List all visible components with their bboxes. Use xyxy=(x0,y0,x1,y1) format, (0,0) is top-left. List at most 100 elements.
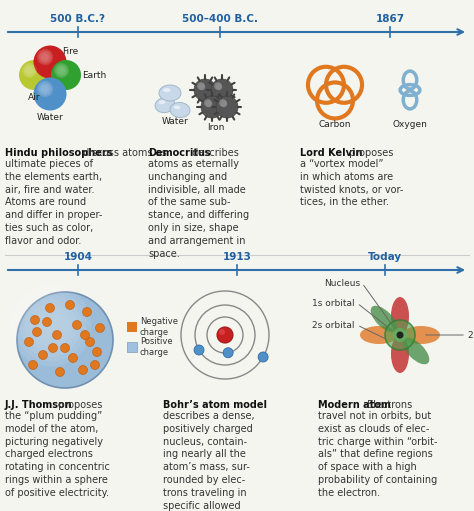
Text: Negative
charge: Negative charge xyxy=(140,317,178,337)
Circle shape xyxy=(217,327,233,343)
Text: 2p orbitals: 2p orbitals xyxy=(468,331,474,339)
Circle shape xyxy=(211,79,233,101)
Circle shape xyxy=(79,365,88,375)
Ellipse shape xyxy=(173,105,181,109)
Circle shape xyxy=(199,84,205,90)
Circle shape xyxy=(223,347,233,358)
Circle shape xyxy=(24,65,35,76)
Ellipse shape xyxy=(371,306,397,332)
Circle shape xyxy=(396,332,403,338)
Circle shape xyxy=(33,328,42,337)
Ellipse shape xyxy=(403,338,429,364)
Circle shape xyxy=(17,292,113,388)
Circle shape xyxy=(91,360,100,369)
Circle shape xyxy=(48,343,57,353)
Ellipse shape xyxy=(360,326,398,344)
Text: the “plum pudding”
model of the atom,
picturing negatively
charged electrons
rot: the “plum pudding” model of the atom, pi… xyxy=(5,411,110,498)
Ellipse shape xyxy=(158,100,165,104)
Text: 2s orbital: 2s orbital xyxy=(312,320,355,330)
Circle shape xyxy=(43,317,52,327)
Circle shape xyxy=(216,84,222,90)
Circle shape xyxy=(214,82,222,90)
Circle shape xyxy=(56,65,67,76)
Circle shape xyxy=(39,52,51,63)
Ellipse shape xyxy=(402,326,440,344)
Text: Earth: Earth xyxy=(82,71,106,80)
Circle shape xyxy=(82,308,91,316)
Ellipse shape xyxy=(391,297,409,335)
Circle shape xyxy=(22,63,37,78)
Circle shape xyxy=(217,97,237,117)
Text: travel not in orbits, but
exist as clouds of elec-
tric charge within “orbit-
al: travel not in orbits, but exist as cloud… xyxy=(318,411,438,498)
Ellipse shape xyxy=(159,85,181,101)
Ellipse shape xyxy=(170,103,190,118)
Circle shape xyxy=(38,50,52,64)
Circle shape xyxy=(65,300,74,310)
Text: Hindu philosophers: Hindu philosophers xyxy=(5,148,112,158)
Text: atoms as eternally
unchanging and
indivisible, all made
of the same sub-
stance,: atoms as eternally unchanging and indivi… xyxy=(148,159,249,259)
Circle shape xyxy=(219,99,227,107)
Text: Water: Water xyxy=(36,113,64,123)
Circle shape xyxy=(195,80,215,100)
Circle shape xyxy=(202,97,222,117)
Text: ultimate pieces of
the elements earth,
air, fire and water.
Atoms are round
and : ultimate pieces of the elements earth, a… xyxy=(5,159,102,246)
Circle shape xyxy=(23,64,36,77)
Circle shape xyxy=(201,96,223,118)
Circle shape xyxy=(58,66,65,75)
Text: Democritus: Democritus xyxy=(148,148,211,158)
Text: Water: Water xyxy=(162,117,188,126)
Text: 500–400 B.C.: 500–400 B.C. xyxy=(182,14,258,24)
Ellipse shape xyxy=(155,98,175,112)
Circle shape xyxy=(204,99,212,107)
Circle shape xyxy=(194,345,204,355)
Text: 1904: 1904 xyxy=(64,252,92,262)
Circle shape xyxy=(19,60,49,90)
Text: Carbon: Carbon xyxy=(319,120,351,129)
Text: Lord Kelvin: Lord Kelvin xyxy=(300,148,363,158)
Text: 1867: 1867 xyxy=(375,14,405,24)
Circle shape xyxy=(258,352,268,362)
Circle shape xyxy=(69,354,78,362)
Circle shape xyxy=(61,343,70,353)
Circle shape xyxy=(221,101,228,107)
Circle shape xyxy=(15,290,87,362)
Circle shape xyxy=(194,79,216,101)
Circle shape xyxy=(81,331,90,339)
Circle shape xyxy=(24,299,77,352)
Circle shape xyxy=(39,83,51,95)
Circle shape xyxy=(206,101,212,107)
Circle shape xyxy=(219,329,225,335)
Circle shape xyxy=(38,82,52,96)
Text: Modern atom: Modern atom xyxy=(318,400,391,410)
Circle shape xyxy=(41,53,49,61)
Circle shape xyxy=(34,78,66,110)
Ellipse shape xyxy=(163,88,171,92)
Circle shape xyxy=(55,64,68,77)
Ellipse shape xyxy=(391,335,409,373)
Circle shape xyxy=(73,320,82,330)
Text: 500 B.C.?: 500 B.C.? xyxy=(51,14,106,24)
Text: proposes: proposes xyxy=(55,400,102,410)
Circle shape xyxy=(51,60,81,90)
Text: Air: Air xyxy=(28,93,40,102)
Text: a “vortex model”
in which atoms are
twisted knots, or vor-
tices, in the ether.: a “vortex model” in which atoms are twis… xyxy=(300,159,403,207)
Circle shape xyxy=(385,320,415,350)
Circle shape xyxy=(37,49,53,65)
Text: Electrons: Electrons xyxy=(364,400,412,410)
Circle shape xyxy=(85,337,94,346)
Circle shape xyxy=(393,328,407,342)
Circle shape xyxy=(34,45,66,79)
Text: Fire: Fire xyxy=(62,48,78,57)
Circle shape xyxy=(53,331,62,339)
Text: discuss atoms as: discuss atoms as xyxy=(80,148,166,158)
Text: J.J. Thomson: J.J. Thomson xyxy=(5,400,73,410)
Text: 1s orbital: 1s orbital xyxy=(312,298,355,308)
Circle shape xyxy=(41,85,49,94)
Circle shape xyxy=(37,81,53,97)
Circle shape xyxy=(30,315,39,324)
Text: proposes: proposes xyxy=(346,148,393,158)
Text: Oxygen: Oxygen xyxy=(392,120,428,129)
FancyBboxPatch shape xyxy=(127,322,137,332)
Circle shape xyxy=(55,367,64,377)
Text: describes a dense,
positively charged
nucleus, contain-
ing nearly all the
atom’: describes a dense, positively charged nu… xyxy=(163,411,255,511)
